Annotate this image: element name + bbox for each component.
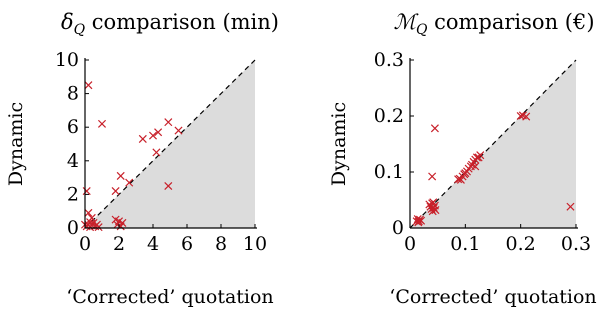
diagonal-line <box>409 59 577 229</box>
data-point <box>82 187 91 196</box>
x-tick-label: 0.1 <box>450 233 480 255</box>
data-point <box>152 148 161 157</box>
y-tick-label: 10 <box>55 49 79 71</box>
data-point <box>566 202 575 211</box>
data-point <box>84 81 93 90</box>
data-point <box>429 198 438 207</box>
title-subscript: Q <box>416 22 428 38</box>
data-point <box>174 126 183 135</box>
data-point <box>414 218 423 227</box>
data-point <box>471 162 480 171</box>
right-chart: 0 0.1 0.2 0.3 0 0.1 0.2 0.3 ℳQ comparison (€) ‘Co… <box>328 10 597 308</box>
data-point <box>87 213 96 222</box>
x-tick-label: 4 <box>147 233 159 255</box>
data-point <box>476 151 485 160</box>
data-point <box>111 187 120 196</box>
y-axis-label: Dynamic <box>5 102 27 186</box>
title-text: comparison (min) <box>85 10 279 34</box>
data-point <box>454 175 463 184</box>
chart-title: ℳQ comparison (€) <box>393 10 594 38</box>
data-point <box>125 178 134 187</box>
data-point <box>94 223 103 232</box>
data-point <box>84 208 93 217</box>
x-tick-label: 0 <box>79 233 91 255</box>
y-tick-label: 0.1 <box>374 161 404 183</box>
x-tick-label: 6 <box>181 233 193 255</box>
y-tick-label: 8 <box>67 83 79 105</box>
data-point <box>86 218 95 227</box>
x-tick-label: 10 <box>243 233 267 255</box>
data-point <box>148 131 158 140</box>
data-point <box>522 112 531 121</box>
title-text: comparison (€) <box>427 10 594 34</box>
y-tick-label: 0.3 <box>374 49 404 71</box>
x-tick-label: 2 <box>113 233 125 255</box>
y-tick-label: 0 <box>67 217 79 239</box>
y-tick-label: 0.2 <box>374 105 404 127</box>
data-point <box>430 124 439 133</box>
data-point <box>97 119 107 128</box>
x-tick-label: 0 <box>404 233 416 255</box>
x-tick-label: 0.2 <box>506 233 536 255</box>
x-tick-label: 0.3 <box>561 233 591 255</box>
data-point <box>164 118 173 127</box>
x-axis-label: ‘Corrected’ quotation <box>389 286 596 308</box>
y-tick-label: 4 <box>67 150 79 172</box>
data-point <box>116 171 125 180</box>
data-point <box>118 218 127 227</box>
data-point <box>138 134 147 143</box>
x-tick-label: 8 <box>215 233 227 255</box>
y-tick-label: 6 <box>67 116 79 138</box>
title-subscript: Q <box>74 22 86 38</box>
title-symbol: δ <box>61 10 74 34</box>
diagonal-line <box>84 59 256 229</box>
y-axis-label: Dynamic <box>328 102 350 186</box>
data-point <box>428 172 437 181</box>
chart-title: δQ comparison (min) <box>61 10 279 38</box>
title-symbol: ℳ <box>393 10 419 34</box>
data-point <box>431 206 440 215</box>
data-point <box>164 181 173 191</box>
y-tick-label: 2 <box>67 183 79 205</box>
data-point <box>154 128 163 137</box>
y-tick-label: 0 <box>392 217 404 239</box>
x-axis-label: ‘Corrected’ quotation <box>66 286 273 308</box>
